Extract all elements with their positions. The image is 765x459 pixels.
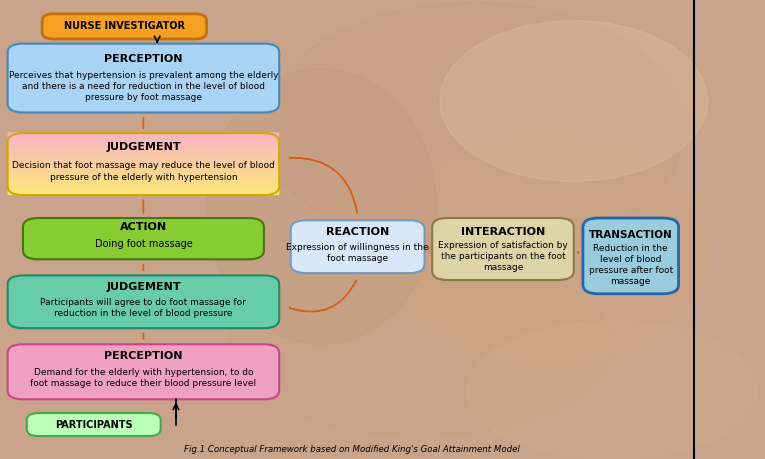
Text: Expression of satisfaction by
the participants on the foot
massage: Expression of satisfaction by the partic… [438,241,568,272]
Text: NURSE INVESTIGATOR: NURSE INVESTIGATOR [63,22,185,31]
Text: Perceives that hypertension is prevalent among the elderly
and there is a need f: Perceives that hypertension is prevalent… [8,71,278,102]
FancyBboxPatch shape [8,132,279,135]
Text: PERCEPTION: PERCEPTION [104,352,183,361]
FancyBboxPatch shape [8,167,279,170]
Text: PARTICIPANTS: PARTICIPANTS [55,420,132,430]
Ellipse shape [230,252,612,436]
Text: Fig.1 Conceptual Framework based on Modified King's Goal Attainment Model: Fig.1 Conceptual Framework based on Modi… [184,445,519,454]
FancyBboxPatch shape [8,149,279,151]
Text: Doing foot massage: Doing foot massage [95,239,192,249]
Text: INTERACTION: INTERACTION [461,227,545,237]
Text: Expression of willingness in the
foot massage: Expression of willingness in the foot ma… [286,243,429,263]
FancyBboxPatch shape [8,153,279,156]
FancyBboxPatch shape [8,155,279,158]
FancyBboxPatch shape [8,151,279,154]
FancyBboxPatch shape [8,171,279,174]
Text: Participants will agree to do foot massage for
reduction in the level of blood p: Participants will agree to do foot massa… [41,298,246,318]
Text: JUDGEMENT: JUDGEMENT [106,142,181,152]
Text: Demand for the elderly with hypertension, to do
foot massage to reduce their blo: Demand for the elderly with hypertension… [31,369,256,388]
FancyBboxPatch shape [8,178,279,180]
FancyBboxPatch shape [8,179,279,183]
Text: PERCEPTION: PERCEPTION [104,54,183,64]
Ellipse shape [207,69,436,344]
FancyBboxPatch shape [8,44,279,112]
Text: Reduction in the
level of blood
pressure after foot
massage: Reduction in the level of blood pressure… [588,244,673,286]
FancyBboxPatch shape [42,14,207,39]
FancyBboxPatch shape [8,165,279,168]
FancyBboxPatch shape [291,220,425,273]
FancyBboxPatch shape [583,218,679,294]
FancyBboxPatch shape [8,147,279,150]
FancyBboxPatch shape [8,184,279,187]
FancyBboxPatch shape [8,190,279,193]
FancyBboxPatch shape [8,182,279,185]
Ellipse shape [390,138,711,367]
FancyBboxPatch shape [8,157,279,160]
Ellipse shape [467,321,757,459]
FancyBboxPatch shape [27,413,161,436]
Text: Decision that foot massage may reduce the level of blood
pressure of the elderly: Decision that foot massage may reduce th… [12,162,275,182]
FancyBboxPatch shape [8,139,279,141]
FancyBboxPatch shape [8,186,279,189]
FancyBboxPatch shape [23,218,264,259]
Ellipse shape [440,21,708,181]
Text: REACTION: REACTION [326,227,389,237]
FancyBboxPatch shape [8,188,279,191]
FancyBboxPatch shape [8,344,279,399]
FancyBboxPatch shape [8,140,279,143]
FancyBboxPatch shape [8,142,279,146]
Text: ACTION: ACTION [120,222,167,232]
FancyBboxPatch shape [8,159,279,162]
FancyBboxPatch shape [8,176,279,179]
FancyBboxPatch shape [8,134,279,137]
Ellipse shape [264,2,685,255]
FancyBboxPatch shape [432,218,574,280]
FancyBboxPatch shape [8,145,279,148]
FancyBboxPatch shape [8,275,279,328]
Text: JUDGEMENT: JUDGEMENT [106,282,181,292]
FancyArrowPatch shape [290,158,357,213]
FancyBboxPatch shape [8,192,279,195]
FancyArrowPatch shape [289,280,356,312]
FancyBboxPatch shape [8,161,279,164]
FancyBboxPatch shape [8,174,279,176]
FancyBboxPatch shape [8,136,279,139]
FancyBboxPatch shape [8,163,279,166]
FancyBboxPatch shape [8,169,279,173]
Text: TRANSACTION: TRANSACTION [589,230,672,240]
